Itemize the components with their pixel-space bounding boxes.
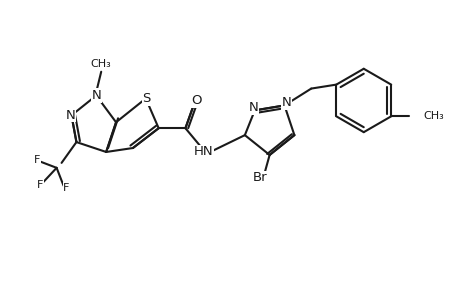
Text: S: S [142,92,151,105]
Text: CH₃: CH₃ [90,59,112,69]
Text: F: F [63,183,70,193]
Text: N: N [66,109,75,122]
Text: O: O [190,94,201,107]
Text: HN: HN [193,146,213,158]
Text: CH₃: CH₃ [422,111,442,121]
Text: Br: Br [252,171,267,184]
Text: N: N [91,89,101,102]
Text: F: F [34,155,40,165]
Text: N: N [248,101,258,114]
Text: N: N [281,96,291,109]
Text: F: F [37,180,43,190]
